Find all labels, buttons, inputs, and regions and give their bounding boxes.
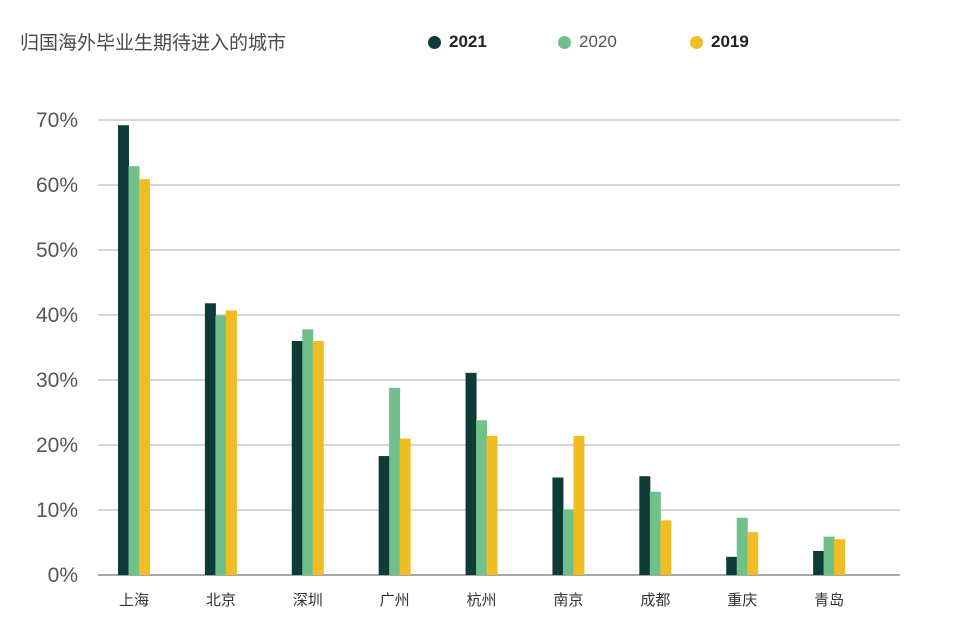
bar-2020: [736, 517, 748, 575]
x-tick-label: 广州: [380, 591, 410, 609]
bar-2021: [465, 372, 477, 575]
y-tick-label: 0%: [48, 564, 78, 587]
bar-2021: [118, 125, 129, 575]
bar-2020: [823, 536, 835, 575]
bar-2019: [139, 179, 150, 575]
bars: [118, 125, 846, 575]
x-tick-label: 成都: [640, 591, 670, 609]
legend-label-2020: 2020: [579, 32, 617, 51]
bar-2019: [660, 520, 672, 575]
bar-2021: [291, 341, 303, 575]
bar-2019: [573, 435, 585, 575]
x-tick-label: 重庆: [727, 591, 757, 609]
bar-2019: [834, 539, 846, 575]
bar-2021: [813, 550, 825, 575]
bar-2021: [378, 456, 390, 575]
bar-2019: [747, 532, 759, 575]
bar-2019: [486, 435, 498, 575]
bar-2020: [302, 329, 314, 575]
legend-label-2021: 2021: [449, 32, 487, 51]
x-tick-label: 深圳: [293, 591, 323, 609]
legend-item-2021: 2021: [428, 30, 487, 54]
x-tick-label: 北京: [206, 591, 236, 609]
y-tick-label: 10%: [36, 499, 78, 522]
legend-dot-2019: [690, 35, 703, 49]
y-tick-label: 20%: [36, 434, 78, 457]
x-tick-label: 南京: [553, 591, 583, 609]
legend-label-2019: 2019: [711, 32, 749, 51]
bar-2020: [562, 509, 574, 575]
bar-2020: [215, 315, 227, 575]
bar-2021: [552, 477, 564, 575]
y-tick-label: 60%: [36, 174, 78, 197]
bar-2020: [389, 387, 401, 575]
y-axis-tick-labels: 0% 10% 20% 30% 40% 50% 60% 70%: [36, 109, 78, 587]
bar-2019: [312, 341, 324, 575]
legend-item-2020: 2020: [558, 30, 617, 54]
x-tick-label: 杭州: [467, 591, 497, 609]
bar-2019: [225, 310, 237, 575]
x-axis-tick-labels: 上海 北京 深圳 广州 杭州 南京 成都 重庆 青岛: [119, 591, 844, 609]
x-tick-label: 青岛: [814, 591, 844, 609]
legend-dot-2021: [428, 35, 441, 49]
x-tick-label: 上海: [119, 591, 149, 609]
chart-title: 归国海外毕业生期待进入的城市: [20, 32, 287, 54]
legend-dot-2020: [558, 35, 571, 49]
bar-2020: [649, 491, 661, 575]
y-tick-label: 50%: [36, 239, 78, 262]
bar-2021: [204, 303, 216, 575]
bar-2019: [399, 438, 411, 575]
legend-item-2019: 2019: [690, 30, 749, 54]
y-tick-label: 40%: [36, 304, 78, 327]
bar-2021: [639, 476, 651, 575]
bar-2020: [128, 166, 140, 575]
y-tick-label: 70%: [36, 109, 78, 132]
bar-2020: [476, 420, 488, 575]
y-tick-label: 30%: [36, 369, 78, 392]
bar-2021: [726, 556, 738, 575]
